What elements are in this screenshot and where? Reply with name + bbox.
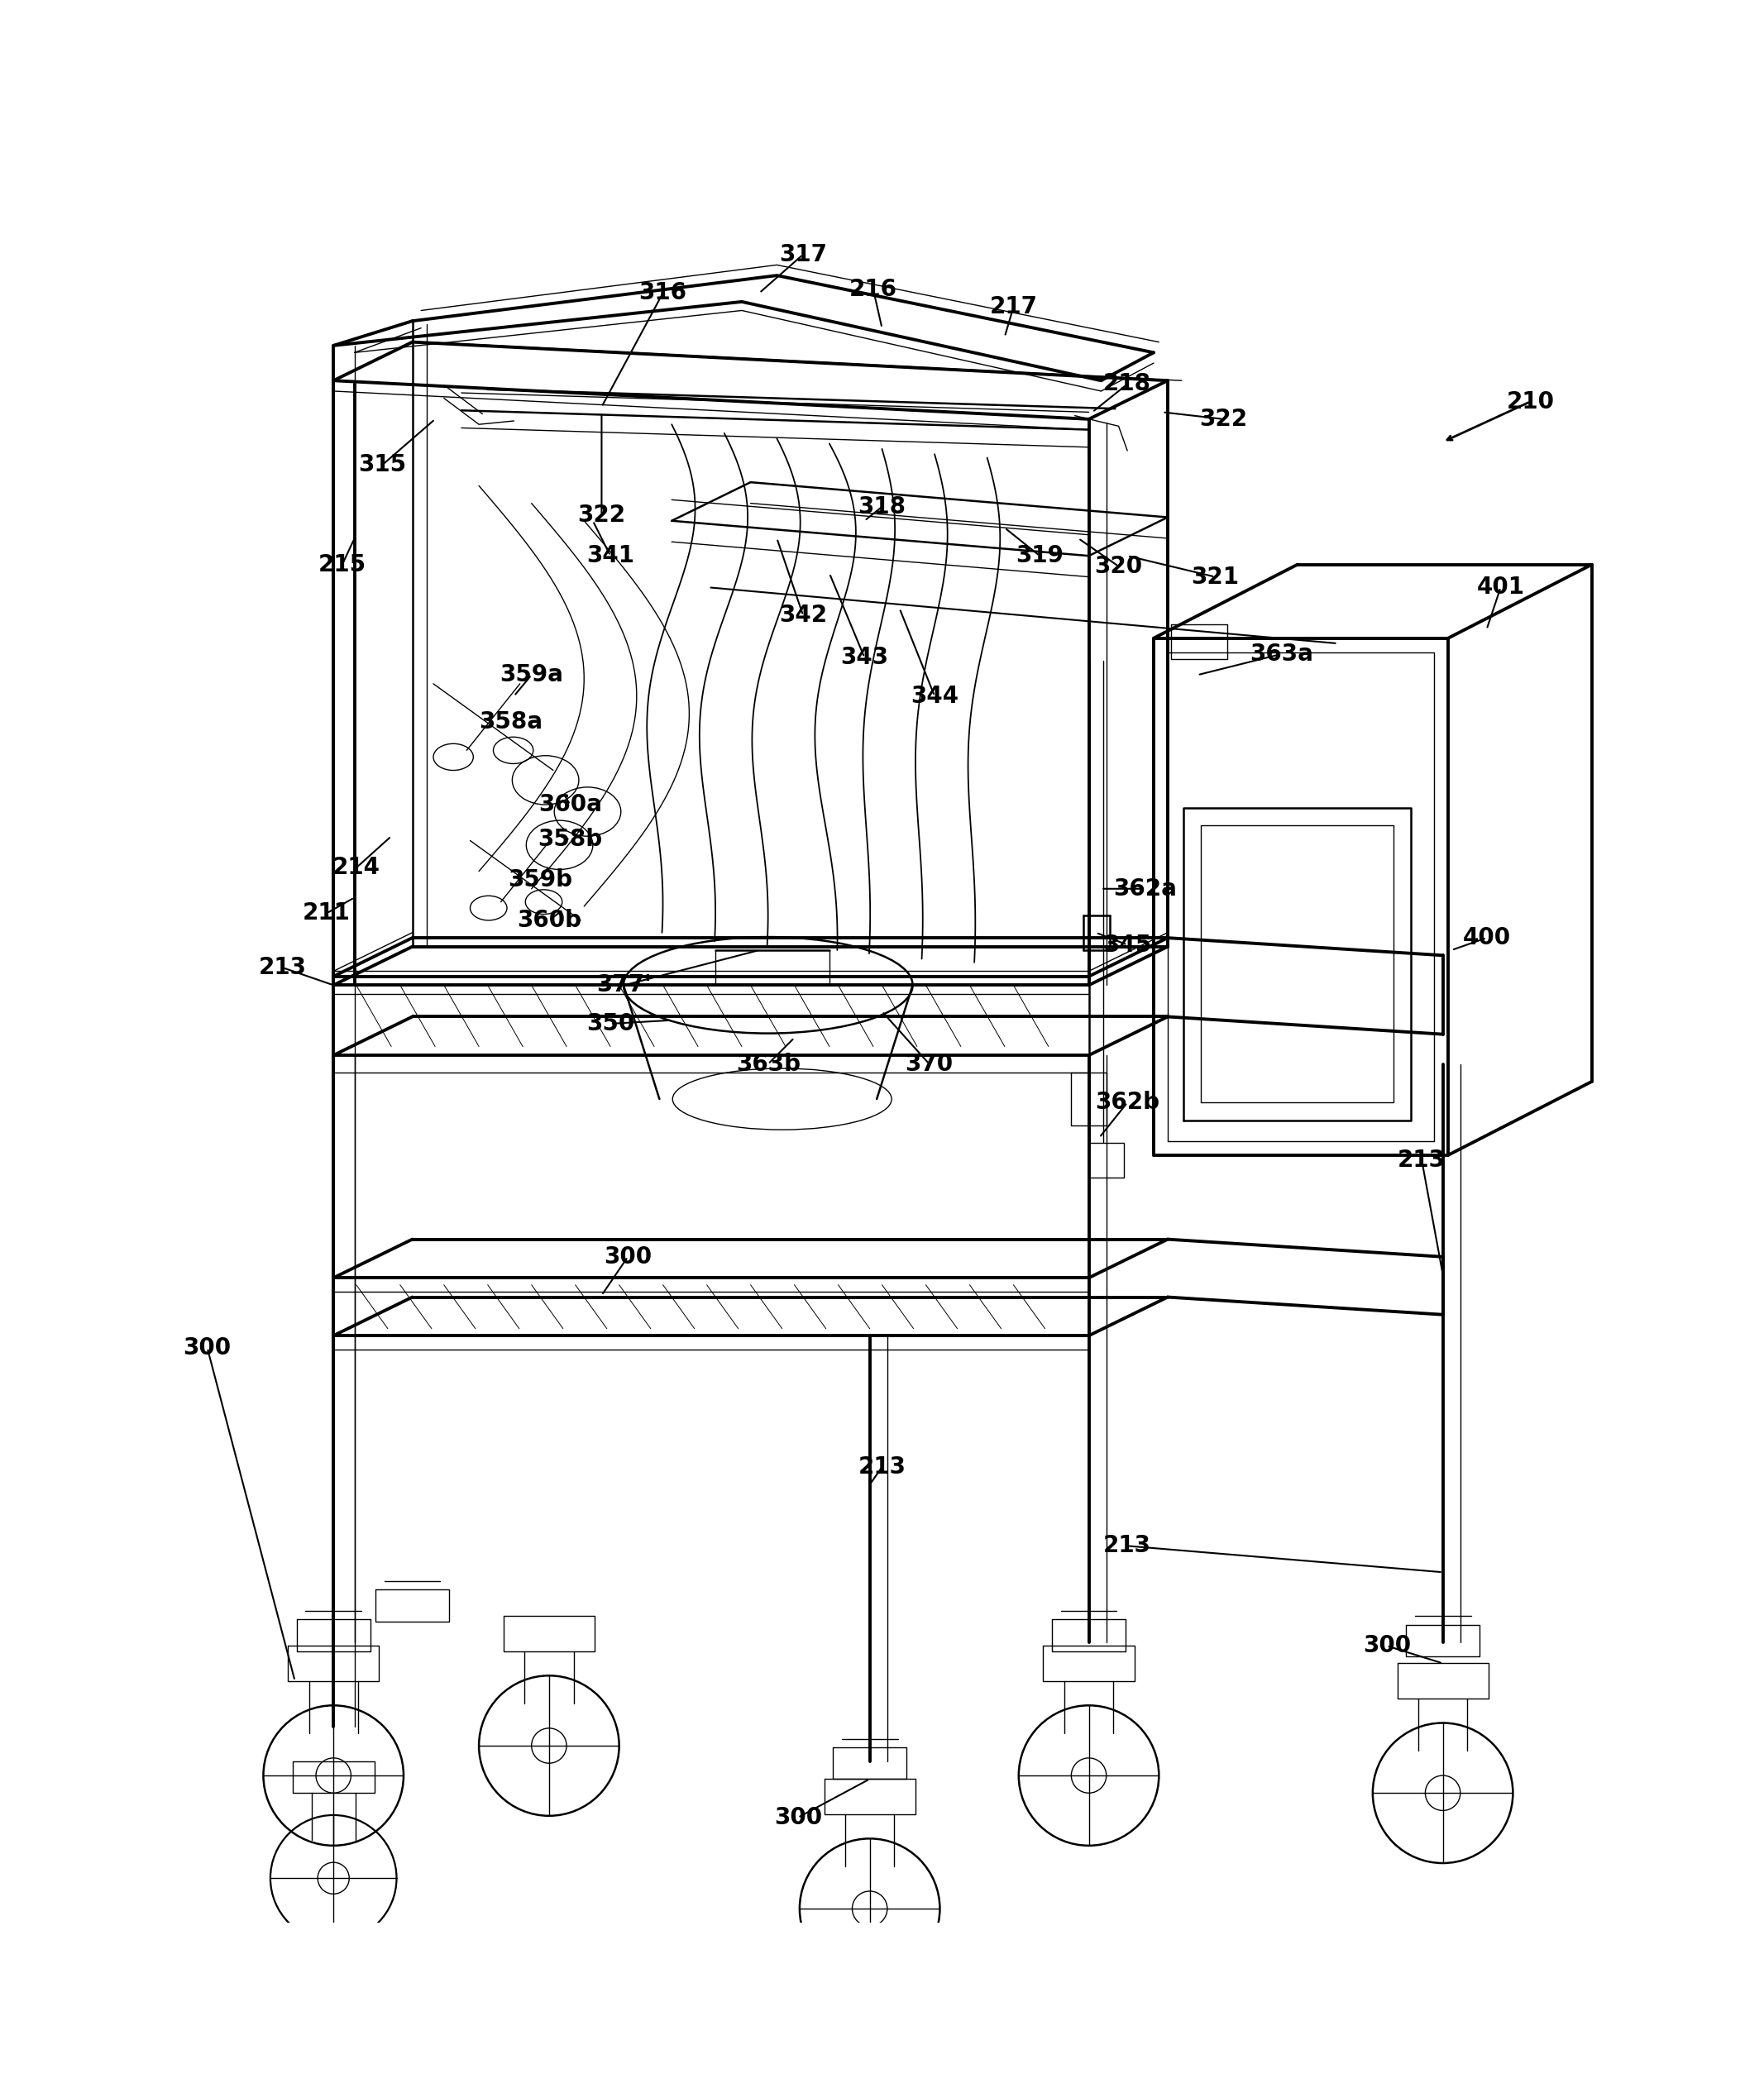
Text: 213: 213 bbox=[259, 957, 307, 980]
Text: 400: 400 bbox=[1462, 927, 1510, 950]
Text: 362a: 362a bbox=[1113, 877, 1177, 900]
Text: 370: 370 bbox=[905, 1053, 953, 1076]
Text: 359a: 359a bbox=[499, 663, 563, 687]
Text: 350: 350 bbox=[586, 1013, 635, 1036]
Text: 358b: 358b bbox=[538, 829, 602, 852]
Text: 300: 300 bbox=[183, 1335, 231, 1360]
Text: 360a: 360a bbox=[538, 793, 602, 816]
Text: 345: 345 bbox=[1102, 933, 1152, 957]
Text: 317: 317 bbox=[780, 243, 827, 266]
Text: 213: 213 bbox=[1102, 1534, 1152, 1557]
Text: 300: 300 bbox=[603, 1245, 653, 1268]
Text: 300: 300 bbox=[774, 1806, 822, 1829]
Text: 319: 319 bbox=[1016, 544, 1064, 567]
Text: 342: 342 bbox=[780, 605, 827, 628]
Text: 363a: 363a bbox=[1249, 643, 1314, 666]
Text: 360b: 360b bbox=[517, 908, 582, 931]
Text: 213: 213 bbox=[857, 1455, 907, 1478]
Text: 377': 377' bbox=[596, 973, 653, 996]
Text: 363b: 363b bbox=[736, 1053, 801, 1076]
Text: 322: 322 bbox=[1200, 408, 1247, 431]
Text: 344: 344 bbox=[910, 684, 958, 707]
Text: 362b: 362b bbox=[1095, 1090, 1159, 1113]
Text: 359b: 359b bbox=[508, 869, 573, 892]
Text: 341: 341 bbox=[586, 544, 635, 567]
Text: 316: 316 bbox=[639, 280, 686, 306]
Text: 214: 214 bbox=[332, 856, 381, 879]
Text: 216: 216 bbox=[848, 278, 898, 301]
Text: 318: 318 bbox=[857, 496, 907, 519]
Text: 210: 210 bbox=[1506, 389, 1554, 412]
Text: 218: 218 bbox=[1102, 373, 1152, 396]
Text: 215: 215 bbox=[318, 553, 367, 576]
Text: 211: 211 bbox=[302, 902, 351, 925]
Text: 300: 300 bbox=[1362, 1635, 1411, 1658]
Text: 401: 401 bbox=[1476, 576, 1524, 599]
Text: 322: 322 bbox=[577, 504, 626, 527]
Text: 358a: 358a bbox=[478, 712, 542, 735]
Text: 213: 213 bbox=[1397, 1149, 1446, 1172]
Text: 315: 315 bbox=[358, 452, 406, 477]
Text: 217: 217 bbox=[990, 295, 1037, 318]
Text: 343: 343 bbox=[840, 647, 889, 670]
Text: 321: 321 bbox=[1191, 565, 1238, 588]
Text: 320: 320 bbox=[1094, 555, 1143, 578]
